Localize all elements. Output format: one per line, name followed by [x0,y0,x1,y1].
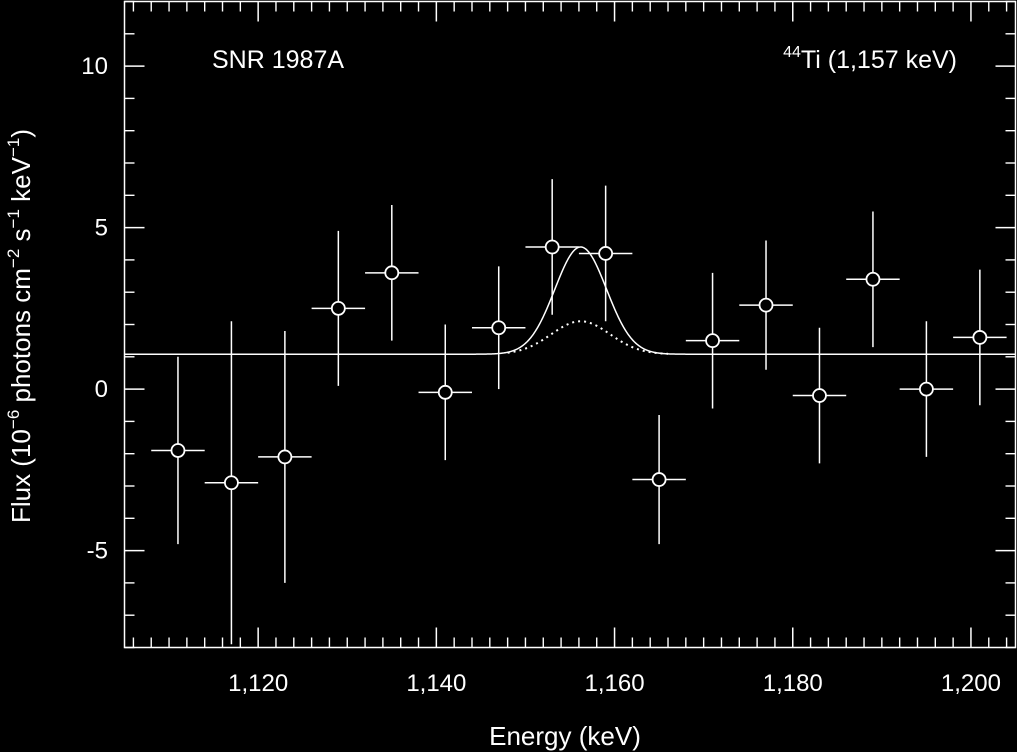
data-point [151,356,205,545]
annotation-source: SNR 1987A [212,46,344,74]
data-point [525,179,579,315]
data-point [685,272,740,409]
data-marker [972,330,988,345]
x-axis-title: Energy (keV) [489,721,641,751]
y-axis-title-exponent: −2 [4,249,23,268]
data-marker [491,320,507,336]
major-ticks [124,1,1016,648]
data-point [899,321,954,457]
y-tick-label: 5 [95,215,108,242]
fit-curves [124,246,1016,355]
data-point [739,240,793,370]
data-point [953,269,1007,406]
fit-solid-curve [124,246,1016,355]
data-marker [812,388,827,403]
x-tick-label: 1,180 [763,670,823,697]
y-axis-title-text: Flux (10 [6,429,36,523]
data-marker [758,297,774,313]
x-tick-labels: 1,120 1,140 1,160 1,180 1,200 [228,670,1001,697]
y-tick-label: 10 [81,53,108,80]
y-axis-title-text: ) [6,129,36,138]
data-point [471,266,526,390]
data-point [846,211,900,348]
data-marker [277,449,293,465]
y-axis-title: Flux (10−6 photons cm−2 s−1 keV−1) [4,129,36,523]
data-point [792,327,847,464]
data-marker [544,239,560,255]
y-axis-title-text: keV [6,156,36,209]
y-tick-label: -5 [87,538,108,565]
data-marker [651,472,667,487]
y-tick-labels: -5 0 5 10 [81,53,108,564]
data-point [311,230,366,386]
y-axis-title-text: photons cm [6,268,36,410]
data-marker [437,384,453,400]
data-marker [919,381,934,397]
x-tick-label: 1,200 [941,670,1001,697]
data-point [632,414,686,545]
data-marker [865,271,881,287]
data-marker [705,333,720,349]
annotation-line-isotope-mass: 44 [783,44,801,61]
x-tick-label: 1,120 [228,670,288,697]
data-marker [330,300,346,316]
data-point [204,321,259,645]
minor-ticks [124,0,1016,649]
x-tick-label: 1,160 [585,670,645,697]
y-axis-title-exponent: −6 [4,410,23,429]
y-axis-title-text: s [6,228,36,248]
data-marker [598,246,614,261]
annotation-line-text: Ti (1,157 keV) [801,46,957,74]
data-points [151,179,1007,645]
y-axis-title-exponent: −1 [4,209,23,228]
x-tick-label: 1,140 [406,670,466,697]
data-marker [224,475,239,491]
data-point [578,185,633,322]
data-point [258,330,312,583]
data-marker [384,265,400,281]
data-marker [170,443,186,458]
data-point [418,324,472,461]
y-axis-title-exponent: −1 [4,138,23,157]
data-point [365,204,419,341]
y-tick-label: 0 [95,376,108,403]
annotation-line: 44Ti (1,157 keV) [783,44,957,74]
